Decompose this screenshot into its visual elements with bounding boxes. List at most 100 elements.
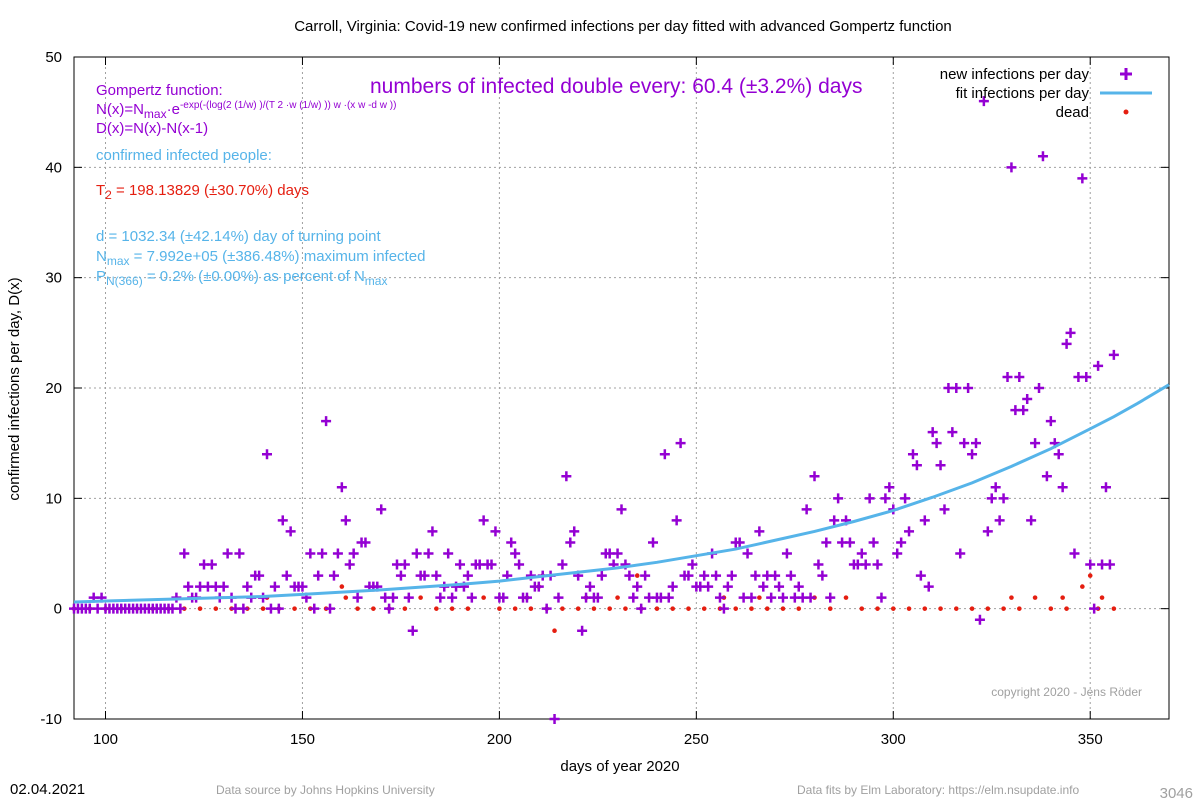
formula-title: Gompertz function: bbox=[96, 82, 223, 99]
infection-point bbox=[411, 548, 422, 559]
infection-point bbox=[325, 603, 336, 614]
infection-point bbox=[963, 383, 974, 393]
dead-point bbox=[969, 606, 975, 611]
dead-point bbox=[512, 606, 518, 611]
dead-point bbox=[954, 606, 959, 611]
infection-point bbox=[974, 614, 985, 625]
dead-series bbox=[71, 573, 1117, 634]
infection-point bbox=[777, 592, 788, 603]
dead-point bbox=[434, 606, 439, 611]
infection-point bbox=[876, 592, 887, 603]
infection-point bbox=[222, 548, 233, 559]
infection-point bbox=[813, 559, 824, 570]
infection-point bbox=[1089, 603, 1100, 614]
infection-point bbox=[175, 603, 186, 614]
infection-point bbox=[919, 515, 930, 526]
dead-point bbox=[481, 595, 486, 600]
infection-point bbox=[395, 570, 406, 581]
infection-point bbox=[1077, 173, 1088, 184]
x-tick-label: 150 bbox=[290, 731, 315, 748]
infection-point bbox=[360, 537, 371, 548]
infection-point bbox=[1061, 338, 1072, 349]
infection-point bbox=[1069, 548, 1080, 559]
x-tick-label: 350 bbox=[1078, 731, 1103, 748]
doubling-text: numbers of infected double every: 60.4 (… bbox=[370, 75, 862, 98]
dead-point bbox=[615, 595, 620, 600]
infection-point bbox=[990, 482, 1001, 493]
dead-point bbox=[528, 606, 534, 611]
infection-point bbox=[506, 537, 517, 548]
dead-point bbox=[827, 606, 833, 611]
infection-point bbox=[486, 559, 497, 570]
infection-point bbox=[1065, 327, 1076, 338]
infection-point bbox=[750, 570, 761, 581]
infection-point bbox=[947, 427, 958, 438]
dead-point bbox=[1060, 595, 1065, 600]
infection-point bbox=[1108, 349, 1119, 360]
dead-point bbox=[686, 606, 691, 611]
infection-point bbox=[313, 570, 324, 581]
infection-point bbox=[1034, 383, 1045, 393]
dead-point bbox=[402, 606, 408, 611]
infection-point bbox=[309, 603, 320, 614]
infection-point bbox=[344, 559, 355, 570]
infection-point bbox=[754, 526, 765, 537]
infection-point bbox=[821, 537, 832, 548]
infection-point bbox=[632, 581, 643, 592]
infection-point bbox=[521, 592, 532, 603]
infection-point bbox=[935, 460, 946, 471]
infection-point bbox=[758, 581, 769, 592]
dead-point bbox=[343, 595, 349, 600]
footer-fits: Data fits by Elm Laboratory: https://elm… bbox=[797, 783, 1079, 797]
infection-point bbox=[1022, 394, 1033, 405]
infection-point bbox=[1100, 482, 1111, 493]
infection-point bbox=[403, 592, 414, 603]
infection-point bbox=[640, 570, 651, 581]
dead-point bbox=[1017, 606, 1022, 611]
infection-point bbox=[510, 548, 521, 559]
dead-point bbox=[355, 606, 360, 611]
infection-point bbox=[659, 449, 670, 460]
infection-point bbox=[699, 570, 710, 581]
infections-series bbox=[69, 96, 1119, 724]
legend-dead-label: dead bbox=[1056, 104, 1089, 121]
infection-point bbox=[435, 592, 446, 603]
infection-point bbox=[687, 559, 698, 570]
infection-point bbox=[860, 559, 871, 570]
infection-point bbox=[703, 581, 714, 592]
infection-point bbox=[431, 570, 442, 581]
y-axis-label: confirmed infections per day, D(x) bbox=[6, 277, 23, 500]
legend-infections-label: new infections per day bbox=[940, 66, 1090, 83]
dead-point bbox=[560, 606, 565, 611]
infection-point bbox=[904, 526, 915, 537]
infection-point bbox=[273, 603, 284, 614]
infection-point bbox=[785, 570, 796, 581]
infection-point bbox=[742, 548, 753, 559]
dead-point bbox=[339, 584, 345, 589]
infection-point bbox=[1018, 405, 1029, 416]
infection-point bbox=[711, 570, 722, 581]
infection-point bbox=[781, 548, 792, 559]
infection-point bbox=[336, 482, 347, 493]
infection-point bbox=[896, 537, 907, 548]
infection-point bbox=[285, 526, 296, 537]
infection-point bbox=[262, 449, 273, 460]
dead-point bbox=[1111, 606, 1117, 611]
infection-point bbox=[269, 581, 280, 592]
dead-point bbox=[1048, 606, 1054, 611]
infection-point bbox=[667, 581, 678, 592]
infection-point bbox=[951, 383, 962, 393]
infection-point bbox=[1085, 559, 1096, 570]
infection-point bbox=[399, 559, 410, 570]
dead-point bbox=[607, 606, 612, 611]
infection-point bbox=[907, 449, 918, 460]
dead-point bbox=[552, 628, 557, 634]
dead-point bbox=[634, 573, 640, 578]
infection-point bbox=[884, 482, 895, 493]
infection-point bbox=[931, 438, 942, 449]
legend: new infections per day fit infections pe… bbox=[940, 66, 1152, 121]
infection-point bbox=[1053, 449, 1064, 460]
infection-point bbox=[612, 548, 623, 559]
infection-point bbox=[872, 559, 883, 570]
infection-point bbox=[994, 515, 1005, 526]
